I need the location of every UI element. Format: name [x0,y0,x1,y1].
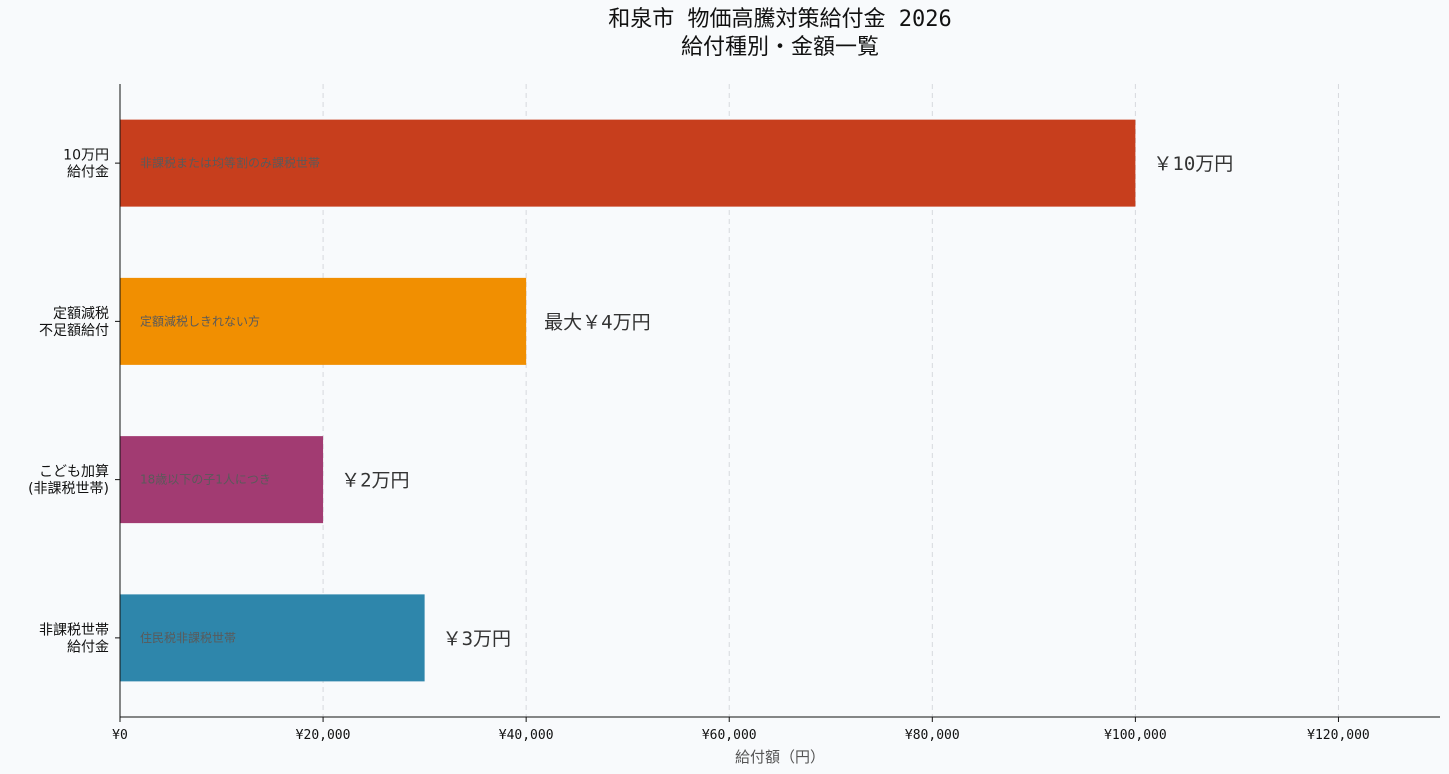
bar-2 [120,277,527,365]
bar-note-2: 定額減税しきれない方 [140,313,260,328]
x-tick-label: ¥80,000 [905,728,960,743]
x-tick-label: ¥40,000 [499,728,554,743]
chart-title: 和泉市 物価高騰対策給付金 2026 給付種別・金額一覧 [0,6,1449,62]
category-label-1: 給付金 [67,165,109,181]
bar-note-3: 18歳以下の子1人につき [140,473,271,487]
category-label-2: 不足額給付 [39,323,109,339]
value-label-4: ￥3万円 [443,628,511,650]
chart-title-line-1: 和泉市 物価高騰対策給付金 2026 [608,7,952,32]
bar-4 [120,594,425,682]
value-label-2: 最大￥4万円 [544,311,650,333]
x-tick-label: ¥20,000 [296,728,351,743]
x-tick-label: ¥60,000 [702,728,757,743]
category-label-2: 定額減税 [53,305,109,322]
bar-3 [120,436,324,524]
bar-1 [120,119,1136,207]
bar-note-4: 住民税非課税世帯 [140,630,236,645]
x-tick-label: ¥0 [112,728,128,743]
category-label-1: 10万円 [63,148,109,164]
value-label-1: ￥10万円 [1153,153,1233,175]
x-axis-title: 給付額（円） [735,748,825,766]
category-label-3: (非課税世帯) [28,481,109,497]
x-tick-label: ¥120,000 [1307,728,1370,743]
category-label-4: 非課税世帯 [39,622,109,638]
x-tick-label: ¥100,000 [1104,728,1167,743]
category-label-3: こども加算 [39,464,109,480]
value-label-3: ￥2万円 [341,470,409,492]
bar-note-1: 非課税または均等割のみ課税世帯 [140,155,320,170]
category-label-4: 給付金 [67,639,109,655]
chart-title-line-2: 給付種別・金額一覧 [680,35,879,60]
